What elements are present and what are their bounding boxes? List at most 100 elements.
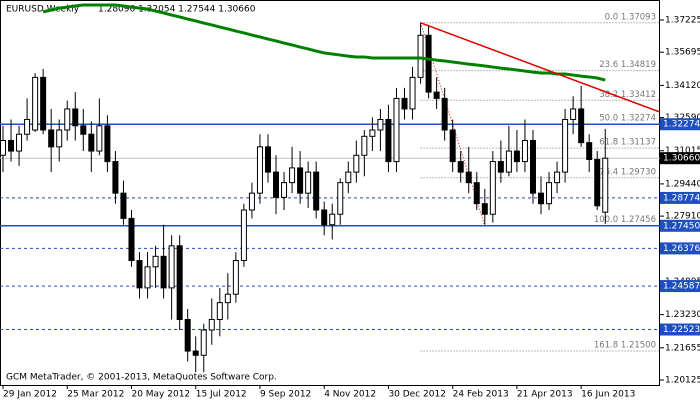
candle-body <box>570 108 577 120</box>
candle-body <box>256 146 263 194</box>
x-tick-label: 16 Jun 2013 <box>581 390 635 400</box>
x-tick-label: 21 Apr 2013 <box>517 390 573 400</box>
y-tick-label: 1.21655 <box>665 343 700 353</box>
candle-body <box>168 245 175 289</box>
candle-body <box>538 192 545 205</box>
candle-body <box>433 91 440 99</box>
candle-body <box>297 167 304 194</box>
y-tick-label: 1.23230 <box>665 310 700 320</box>
candle-body <box>521 140 528 163</box>
candle-body <box>313 171 320 211</box>
price-tag-label: 1.24587 <box>663 282 700 292</box>
fib-label: 100.0 1.27456 <box>594 215 656 225</box>
candle-body <box>104 125 111 163</box>
candle-body <box>393 97 400 163</box>
candle-body <box>417 34 424 78</box>
candle-body <box>8 140 15 152</box>
candle-body <box>449 129 456 163</box>
candle-body <box>56 129 63 148</box>
candle-body <box>200 329 207 356</box>
candle-body <box>513 150 520 163</box>
footer: GCM MetaTrader, © 2001-2013, MetaQuotes … <box>6 373 277 383</box>
candle-body <box>248 192 255 211</box>
last-price-tag <box>660 152 700 165</box>
candle-body <box>457 161 464 173</box>
candle-body <box>289 167 296 184</box>
price-tag-label: 1.22523 <box>663 325 700 335</box>
y-tick-label: 1.27910 <box>665 212 700 222</box>
y-tick-label: 1.35695 <box>665 48 700 58</box>
candle-body <box>176 245 183 320</box>
candle-body <box>192 350 199 356</box>
candle-body <box>345 171 352 184</box>
y-tick-label: 1.32590 <box>665 113 700 123</box>
candle-body <box>120 192 127 219</box>
x-tick-label: 9 Sep 2012 <box>260 390 311 400</box>
candle-body <box>273 171 280 198</box>
candle-body <box>465 171 472 184</box>
x-tick-label: 24 Feb 2013 <box>453 390 509 400</box>
candle-body <box>329 213 336 226</box>
y-tick-label: 1.37225 <box>665 16 700 26</box>
candle-body <box>128 217 135 262</box>
x-tick-label: 15 Jul 2012 <box>196 390 247 400</box>
x-tick-label: 29 Jan 2012 <box>3 390 57 400</box>
fib-label: 50.0 1.32274 <box>599 114 656 124</box>
candle-body <box>48 129 55 148</box>
candle-body <box>489 161 496 215</box>
candle-body <box>281 182 288 198</box>
candle-body <box>361 135 368 156</box>
candle-body <box>353 154 360 173</box>
candle-body <box>216 302 223 320</box>
candle-body <box>232 260 239 295</box>
candle-body <box>64 108 71 131</box>
last-price-label: 1.30660 <box>663 154 700 164</box>
candle-body <box>473 182 480 205</box>
candle-body <box>497 161 504 173</box>
y-tick-label: 1.31015 <box>665 146 700 156</box>
fib-label: 38.2 1.33412 <box>599 90 656 100</box>
fib-label: 76.4 1.29730 <box>599 167 656 177</box>
candle-body <box>594 158 601 207</box>
candle-body <box>240 209 247 262</box>
candle-body <box>32 76 39 131</box>
candle-body <box>136 260 143 289</box>
candle-body <box>152 255 159 268</box>
price-tag-label: 1.28774 <box>663 193 700 203</box>
fib-label: 0.0 1.37093 <box>605 12 656 22</box>
y-tick-label: 1.20125 <box>665 376 700 386</box>
fib-label: 161.8 1.21500 <box>594 341 656 351</box>
x-tick-label: 25 Mar 2012 <box>67 390 124 400</box>
candle-body <box>401 97 408 110</box>
price-tag-label: 1.26376 <box>663 244 700 254</box>
candle-body <box>546 182 553 205</box>
candle-body <box>144 266 151 289</box>
chart-title: EURUSD,Weekly <box>6 5 80 15</box>
candle-body <box>578 108 585 144</box>
candle-body <box>96 125 103 152</box>
candle-body <box>72 108 79 127</box>
ohlc-text: 1.28096 1.32054 1.27544 1.30660 <box>98 5 256 15</box>
fib-label: 23.6 1.34819 <box>599 60 656 70</box>
candle-body <box>529 140 536 194</box>
candle-body <box>160 255 167 289</box>
candle-body <box>24 118 31 135</box>
fib-label: 61.8 1.31137 <box>599 138 656 148</box>
y-tick-label: 1.29440 <box>665 179 700 189</box>
candle-body <box>409 76 416 110</box>
candle-body <box>586 142 593 160</box>
candle-body <box>602 157 609 213</box>
candle-body <box>208 318 215 331</box>
price-tag <box>660 118 700 131</box>
x-tick-label: 20 May 2012 <box>131 390 190 400</box>
candle-body <box>264 146 271 173</box>
candle-body <box>112 161 119 194</box>
price-tag <box>660 323 700 336</box>
candle-body <box>385 118 392 163</box>
candle-body <box>441 97 448 131</box>
plot-frame <box>0 0 660 386</box>
candle-body <box>554 171 561 184</box>
candle-body <box>40 76 47 131</box>
price-tag <box>660 280 700 293</box>
